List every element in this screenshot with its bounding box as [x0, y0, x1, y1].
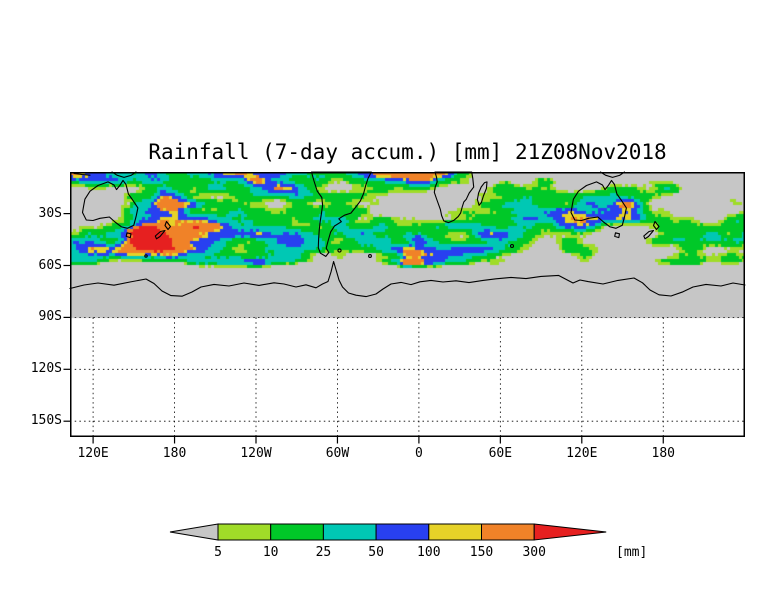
- chart-title: Rainfall (7-day accum.) [mm] 21Z08Nov201…: [148, 140, 667, 164]
- x-tick-label: 180: [162, 446, 187, 461]
- coastline-south-america: [310, 171, 372, 257]
- coastline-madagascar: [476, 181, 488, 206]
- coastline-falkland-islands: [337, 248, 342, 253]
- coastlines: [69, 171, 746, 298]
- coastline-new-zealand-north: [164, 220, 172, 231]
- x-tick-label: 60W: [325, 446, 350, 461]
- x-tick-label: 120W: [240, 446, 272, 461]
- coastline-kerguelen: [509, 243, 515, 249]
- grid-lines: [70, 316, 745, 437]
- x-tick-label: 120E: [77, 446, 109, 461]
- colorbar-tick-label: 300: [522, 545, 546, 560]
- coastline-south-georgia: [368, 254, 372, 258]
- coastline-antarctica: [69, 260, 746, 298]
- x-tick-label: 0: [414, 446, 423, 461]
- colorbar-tick-label: 50: [368, 545, 384, 560]
- colorbar-tick-label: 150: [469, 545, 494, 560]
- x-tick-label: 180: [651, 446, 675, 461]
- y-tick-label: 90S: [38, 309, 62, 325]
- colorbar-tick-label: 10: [262, 545, 279, 560]
- y-tick-label: 150S: [30, 413, 62, 429]
- x-tick-label: 60E: [488, 446, 513, 461]
- map-overlay: [63, 171, 746, 444]
- coastline-new-guinea: [111, 171, 137, 178]
- y-tick-label: 30S: [38, 205, 62, 221]
- colorbar-tick-label: 100: [417, 545, 441, 560]
- y-tick-label: 120S: [30, 361, 62, 377]
- coastline-java: [73, 172, 91, 176]
- rainfall-map: [70, 172, 745, 437]
- y-tick-label: 60S: [38, 257, 62, 273]
- coastline-tasmania: [125, 232, 132, 239]
- plot-area: 120E 180 120W 60W 0 60E 120E 180 30S 60S 90S 120S 15…: [31, 171, 746, 461]
- coastline-new-zealand-south: [154, 229, 166, 240]
- axis-ticks: [63, 212, 664, 444]
- coastline-macquarie: [144, 254, 148, 258]
- colorbar-units-label: [mm]: [616, 545, 648, 560]
- colorbar: [mm] 5 10 25 50 100 150 300: [169, 522, 690, 564]
- coastline-australia: [81, 179, 139, 229]
- plot-frame: [70, 172, 745, 437]
- colorbar-tick-label: 25: [315, 545, 332, 560]
- colorbar-bar: [169, 523, 607, 541]
- x-tick-label: 120E: [566, 446, 598, 461]
- colorbar-tick-label: 5: [214, 545, 222, 560]
- coastline-africa: [433, 171, 475, 224]
